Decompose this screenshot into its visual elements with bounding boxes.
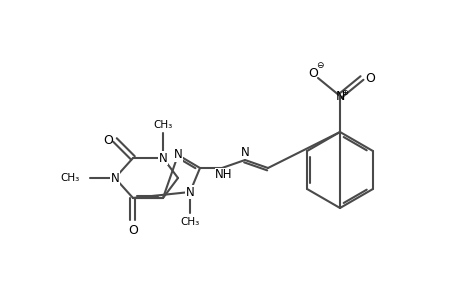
Text: N: N <box>185 185 194 199</box>
Text: NH: NH <box>215 169 232 182</box>
Text: O: O <box>364 71 374 85</box>
Text: O: O <box>103 134 113 146</box>
Text: CH₃: CH₃ <box>153 120 172 130</box>
Text: N: N <box>173 148 182 161</box>
Text: N: N <box>110 172 119 184</box>
Text: O: O <box>128 224 138 238</box>
Text: ⊕: ⊕ <box>341 88 348 97</box>
Text: N: N <box>158 152 167 164</box>
Text: N: N <box>335 89 344 103</box>
Text: CH₃: CH₃ <box>61 173 80 183</box>
Text: N: N <box>240 146 249 158</box>
Text: O: O <box>308 67 317 80</box>
Text: CH₃: CH₃ <box>180 217 199 227</box>
Text: ⊖: ⊖ <box>316 61 323 70</box>
